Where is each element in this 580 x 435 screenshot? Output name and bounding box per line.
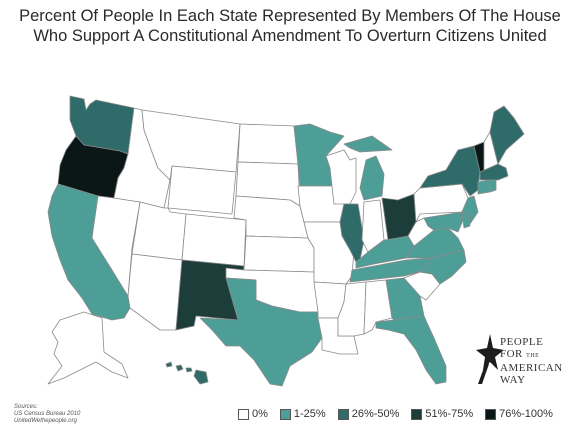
logo-line-1: PEOPLE	[500, 336, 544, 348]
state-WY	[167, 165, 237, 215]
legend-item-1: 1-25%	[279, 408, 326, 420]
state-MI	[343, 135, 393, 201]
legend-label: 26%-50%	[351, 408, 400, 420]
state-RI	[489, 179, 497, 193]
state-AZ	[127, 253, 183, 331]
legend-item-2: 26%-50%	[337, 408, 400, 420]
legend-item-3: 51%-75%	[411, 408, 473, 420]
source-census: US Census Bureau 2010	[14, 411, 81, 417]
map-title: Percent Of People In Each State Represen…	[0, 6, 580, 46]
title-line-1: Percent Of People In Each State Represen…	[19, 7, 561, 25]
state-KS	[243, 235, 315, 273]
state-CO	[181, 213, 247, 267]
legend-label: 0%	[252, 408, 268, 420]
state-WI	[325, 149, 357, 205]
legend-label: 76%-100%	[499, 408, 553, 420]
legend-swatch	[337, 408, 349, 420]
people-for-the-american-way-logo: PEOPLE FOR THE AMERICAN WAY	[470, 332, 578, 392]
state-ND	[237, 123, 299, 165]
sources-note: Sources: US Census Bureau 2010 UnitedWet…	[14, 404, 80, 425]
state-AK	[47, 311, 129, 385]
state-HI	[165, 361, 209, 385]
sources-label: Sources:	[14, 404, 38, 410]
state-MT	[141, 109, 241, 181]
state-FL	[375, 315, 447, 385]
logo-text: PEOPLE FOR THE AMERICAN WAY	[500, 336, 563, 386]
legend-swatch	[279, 408, 291, 420]
state-ME	[489, 105, 525, 165]
legend-label: 1-25%	[293, 408, 326, 420]
legend-swatch	[238, 408, 249, 420]
logo-line-4: WAY	[500, 374, 526, 386]
state-TX	[199, 277, 323, 387]
legend-item-4: 76%-100%	[485, 408, 553, 420]
star-torch-icon	[476, 334, 504, 384]
legend: 0% 1-25% 26%-50% 51%-75% 76%-100%	[238, 407, 565, 421]
state-CT	[477, 179, 491, 195]
state-UT	[131, 201, 187, 261]
title-line-2: Who Support A Constitutional Amendment T…	[33, 27, 547, 45]
legend-label: 51%-75%	[425, 408, 474, 420]
state-MA	[479, 163, 509, 181]
source-website: UnitedWethepeople.org	[14, 418, 77, 424]
legend-item-0: 0%	[238, 408, 268, 420]
legend-swatch	[485, 408, 497, 420]
logo-line-3: AMERICAN	[500, 362, 563, 374]
logo-line-2: FOR THE	[500, 348, 540, 360]
state-NC	[403, 249, 467, 285]
state-DE	[461, 211, 471, 229]
legend-swatch	[411, 408, 423, 420]
